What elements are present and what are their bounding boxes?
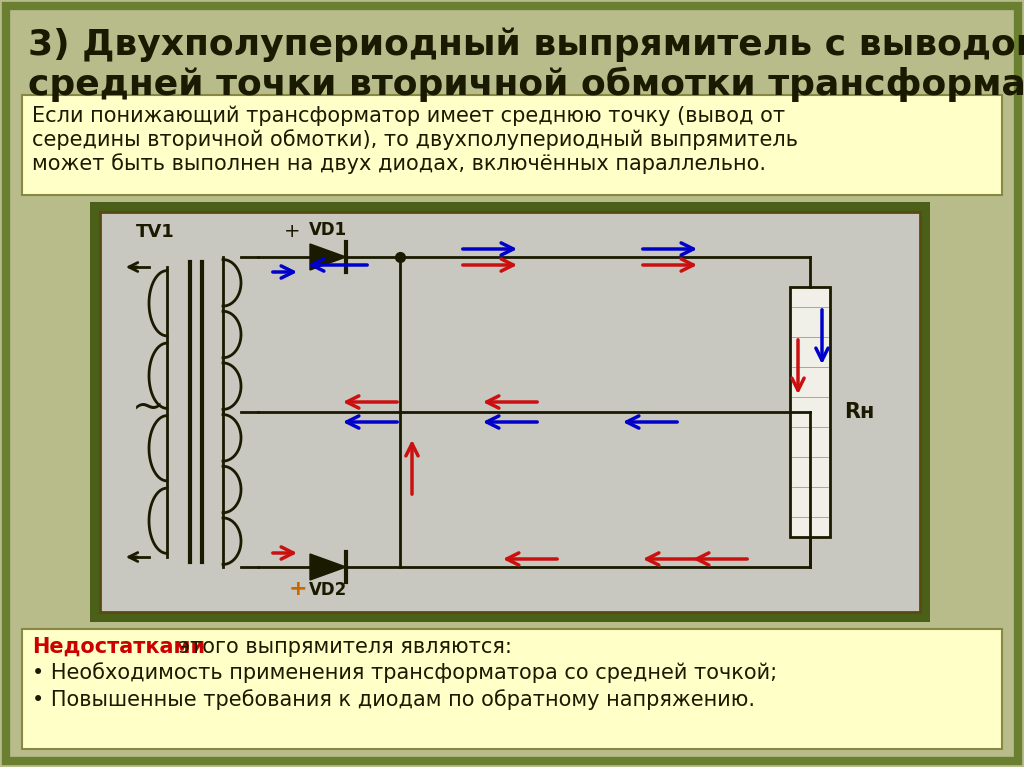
Bar [790,287,830,537]
Text: Недостатками: Недостатками [32,637,205,657]
Text: Если понижающий трансформатор имеет среднюю точку (вывод от: Если понижающий трансформатор имеет сред… [32,105,785,126]
Text: +: + [289,579,307,599]
Text: TV1: TV1 [135,223,174,241]
Text: середины вторичной обмотки), то двухполупериодный выпрямитель: середины вторичной обмотки), то двухполу… [32,129,798,150]
Text: Rн: Rн [844,402,874,422]
Bar [100,212,920,612]
Text: может быть выполнен на двух диодах, включённых параллельно.: может быть выполнен на двух диодах, вклю… [32,153,766,174]
Bar [22,629,1002,749]
Text: VD1: VD1 [309,221,347,239]
Bar [22,95,1002,195]
Text: ~: ~ [132,388,164,426]
Bar [90,202,930,622]
Text: этого выпрямителя являются:: этого выпрямителя являются: [172,637,512,657]
Text: • Повышенные требования к диодам по обратному напряжению.: • Повышенные требования к диодам по обра… [32,689,755,709]
Text: +: + [284,222,300,241]
Text: 3) Двухполупериодный выпрямитель с выводом: 3) Двухполупериодный выпрямитель с вывод… [28,27,1024,61]
Text: средней точки вторичной обмотки трансформатора: средней точки вторичной обмотки трансфор… [28,67,1024,102]
Text: VD2: VD2 [309,581,347,599]
Polygon shape [310,244,346,270]
Polygon shape [310,554,346,580]
Text: • Необходимость применения трансформатора со средней точкой;: • Необходимость применения трансформатор… [32,662,777,683]
